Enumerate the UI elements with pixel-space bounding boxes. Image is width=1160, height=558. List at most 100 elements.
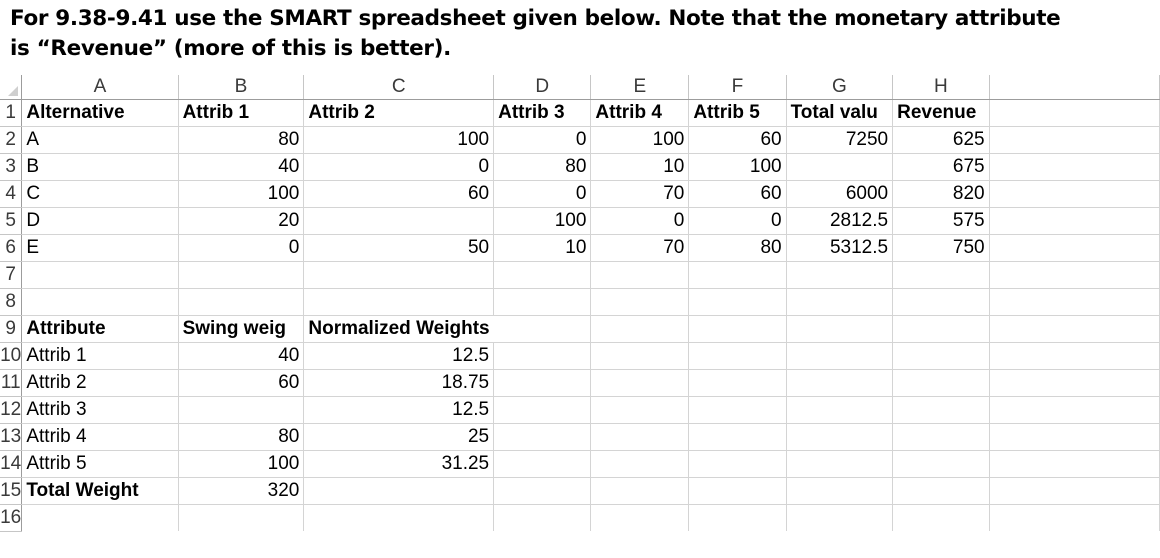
cell-h2[interactable]: 625 (892, 126, 990, 154)
cell-e10[interactable] (590, 342, 690, 370)
column-header-c[interactable]: C (303, 75, 495, 100)
cell-f1[interactable]: Attrib 5 (688, 99, 787, 127)
cell-h15[interactable] (892, 477, 990, 505)
cell-g14[interactable] (786, 450, 894, 478)
cell-e3[interactable]: 10 (590, 153, 690, 181)
cell-h16[interactable] (892, 504, 990, 531)
cell-f8[interactable] (688, 288, 787, 316)
row-header[interactable]: 6 (0, 234, 23, 262)
cell-h12[interactable] (892, 396, 990, 424)
cell-b15[interactable]: 320 (178, 477, 305, 505)
cell-overflow[interactable] (989, 261, 1160, 289)
row-header[interactable]: 13 (0, 423, 23, 451)
cell-b2[interactable]: 80 (178, 126, 305, 154)
row-header[interactable]: 16 (0, 504, 23, 532)
cell-b13[interactable]: 80 (178, 423, 305, 451)
cell-overflow[interactable] (989, 153, 1160, 181)
cell-d7[interactable] (493, 261, 592, 289)
cell-overflow[interactable] (989, 396, 1160, 424)
cell-f4[interactable]: 60 (688, 180, 787, 208)
column-header-e[interactable]: E (590, 75, 690, 100)
cell-d4[interactable]: 0 (493, 180, 592, 208)
cell-a5[interactable]: D (21, 207, 179, 235)
cell-g10[interactable] (786, 342, 894, 370)
row-header[interactable]: 7 (0, 261, 23, 289)
cell-e6[interactable]: 70 (590, 234, 690, 262)
row-header[interactable]: 5 (0, 207, 23, 235)
cell-g8[interactable] (786, 288, 894, 316)
cell-g9[interactable] (786, 315, 894, 343)
cell-b3[interactable]: 40 (178, 153, 305, 181)
cell-b5[interactable]: 20 (178, 207, 305, 235)
cell-g1[interactable]: Total valu (786, 99, 894, 127)
cell-d2[interactable]: 0 (493, 126, 592, 154)
column-header-a[interactable]: A (21, 75, 179, 100)
cell-overflow[interactable] (989, 504, 1160, 531)
cell-d12[interactable] (493, 396, 592, 424)
cell-c16[interactable] (303, 504, 495, 531)
cell-g11[interactable] (786, 369, 894, 397)
cell-a2[interactable]: A (21, 126, 179, 154)
cell-overflow[interactable] (989, 180, 1160, 208)
row-header[interactable]: 15 (0, 477, 23, 505)
cell-d16[interactable] (493, 504, 592, 531)
cell-d10[interactable] (493, 342, 592, 370)
cell-f2[interactable]: 60 (688, 126, 787, 154)
cell-a14[interactable]: Attrib 5 (21, 450, 179, 478)
cell-c1[interactable]: Attrib 2 (303, 99, 495, 127)
select-all-corner[interactable] (0, 75, 23, 100)
cell-e1[interactable]: Attrib 4 (590, 99, 690, 127)
cell-g4[interactable]: 6000 (786, 180, 894, 208)
cell-g7[interactable] (786, 261, 894, 289)
cell-overflow[interactable] (989, 207, 1160, 235)
column-header-f[interactable]: F (688, 75, 787, 100)
row-header[interactable]: 11 (0, 369, 23, 397)
cell-h3[interactable]: 675 (892, 153, 990, 181)
cell-h5[interactable]: 575 (892, 207, 990, 235)
cell-a1[interactable]: Alternative (21, 99, 179, 127)
cell-c4[interactable]: 60 (303, 180, 495, 208)
cell-a9[interactable]: Attribute (21, 315, 179, 343)
row-header[interactable]: 3 (0, 153, 23, 181)
cell-f10[interactable] (688, 342, 787, 370)
row-header[interactable]: 2 (0, 126, 23, 154)
cell-c5[interactable] (303, 207, 495, 235)
cell-d13[interactable] (493, 423, 592, 451)
cell-b8[interactable] (178, 288, 305, 316)
cell-overflow[interactable] (989, 126, 1160, 154)
cell-e14[interactable] (590, 450, 690, 478)
row-header[interactable]: 8 (0, 288, 23, 316)
cell-h13[interactable] (892, 423, 990, 451)
cell-c11[interactable]: 18.75 (303, 369, 495, 397)
cell-a8[interactable] (21, 288, 179, 316)
row-header[interactable]: 12 (0, 396, 23, 424)
cell-g6[interactable]: 5312.5 (786, 234, 894, 262)
column-header-h[interactable]: H (892, 75, 990, 100)
cell-b10[interactable]: 40 (178, 342, 305, 370)
cell-d6[interactable]: 10 (493, 234, 592, 262)
cell-c3[interactable]: 0 (303, 153, 495, 181)
row-header[interactable]: 9 (0, 315, 23, 343)
cell-e4[interactable]: 70 (590, 180, 690, 208)
cell-f16[interactable] (688, 504, 787, 531)
cell-overflow[interactable] (989, 423, 1160, 451)
cell-h11[interactable] (892, 369, 990, 397)
column-header-g[interactable]: G (786, 75, 894, 100)
cell-b6[interactable]: 0 (178, 234, 305, 262)
cell-h10[interactable] (892, 342, 990, 370)
cell-f12[interactable] (688, 396, 787, 424)
cell-overflow[interactable] (989, 99, 1160, 127)
row-header[interactable]: 4 (0, 180, 23, 208)
cell-f15[interactable] (688, 477, 787, 505)
cell-b4[interactable]: 100 (178, 180, 305, 208)
cell-overflow[interactable] (989, 315, 1160, 343)
row-header[interactable]: 14 (0, 450, 23, 478)
cell-e9[interactable] (590, 315, 690, 343)
cell-g16[interactable] (786, 504, 894, 531)
cell-c8[interactable] (303, 288, 495, 316)
cell-b1[interactable]: Attrib 1 (178, 99, 305, 127)
cell-f13[interactable] (688, 423, 787, 451)
cell-f9[interactable] (688, 315, 787, 343)
cell-e7[interactable] (590, 261, 690, 289)
cell-h6[interactable]: 750 (892, 234, 990, 262)
